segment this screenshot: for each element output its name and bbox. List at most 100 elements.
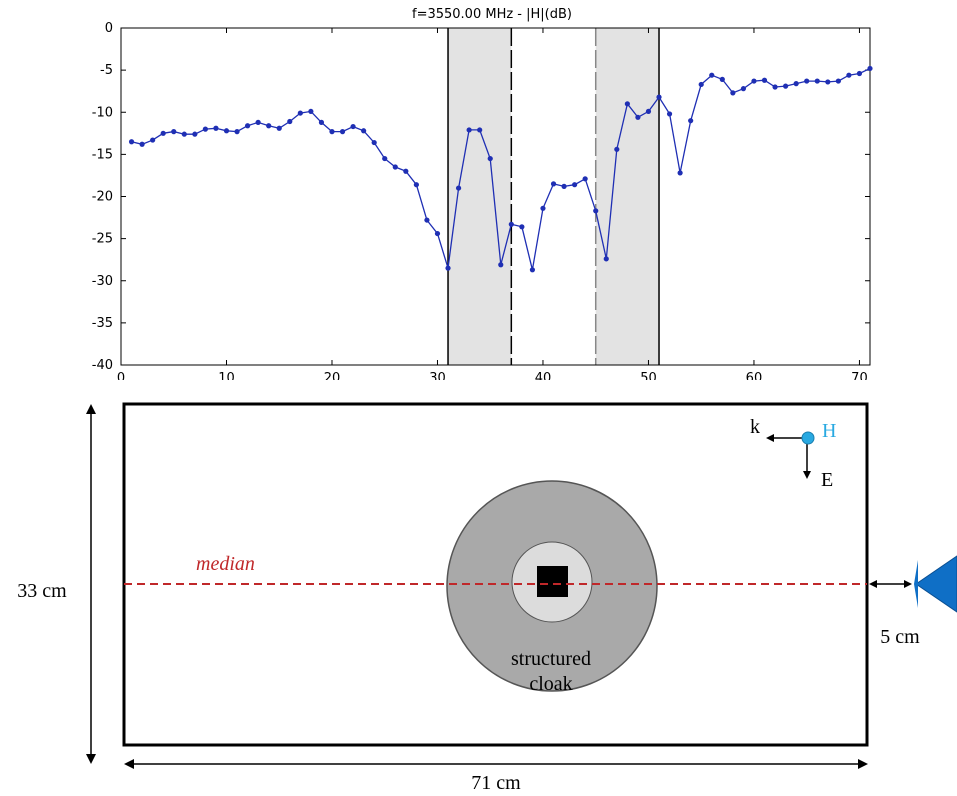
data-point [666,111,673,117]
data-point [434,230,441,237]
x-tick-label: 20 [324,371,341,380]
data-point [740,86,747,92]
width-arrow-left [124,759,134,769]
data-point [244,123,251,129]
x-tick-label: 30 [429,371,446,380]
data-point [392,164,398,170]
hidden-object [537,566,568,597]
cloak-label-line2: cloak [529,673,572,695]
data-point [814,78,820,84]
chart-title: f=3550.00 MHz - |H|(dB) [412,7,572,22]
data-point [719,76,725,82]
data-point [477,127,483,133]
data-point [350,123,356,130]
data-point [550,181,557,187]
x-tick-label: 70 [851,371,868,380]
data-point [128,139,135,145]
width-arrow-right [858,759,868,769]
data-point [867,65,873,72]
y-tick-label: -5 [100,63,113,78]
data-point [487,155,493,162]
data-point [751,78,757,84]
data-point [413,182,419,188]
setup-diagram: median structured cloak k E H 33 cm 71 c… [17,402,957,794]
data-point [361,128,367,134]
data-point [529,267,536,273]
data-point [783,83,789,89]
axis-ticks: 0 -5 -10 -15 -20 -25 -30 -35 -40 0 10 20 30 40 50 60 70 [92,21,870,380]
data-point [645,108,652,115]
gap-label: 5 cm [880,626,920,648]
data-point [804,78,810,84]
data-point [856,70,863,77]
data-point [171,129,177,135]
data-point [572,182,578,188]
y-tick-label: -30 [92,274,113,289]
h-label: H [822,420,836,442]
data-point [139,141,145,147]
x-tick-label: 40 [535,371,552,380]
width-label: 71 cm [471,772,521,794]
data-point [614,146,620,152]
data-point [466,127,472,133]
data-point [160,130,166,136]
data-point [223,128,230,134]
data-point [371,139,377,146]
x-tick-label: 60 [746,371,763,380]
e-arrowhead [803,471,811,479]
data-point [255,119,261,125]
y-tick-label: -35 [92,316,113,331]
y-tick-label: -15 [92,147,113,162]
data-point [656,94,662,100]
data-point [339,129,346,135]
data-point [424,217,430,223]
data-series [128,65,873,273]
data-point [266,123,272,129]
data-point [593,208,599,214]
shaded-regions [447,28,660,365]
data-point [835,78,841,84]
data-point [582,176,588,182]
data-point [761,77,768,83]
x-tick-label: 0 [117,371,125,380]
data-point [698,81,704,88]
data-point [287,118,293,125]
x-tick-label: 50 [640,371,657,380]
shaded-region [595,28,660,365]
data-point [603,256,609,262]
e-label: E [821,469,833,491]
data-point [455,185,462,191]
horn-source-icon [915,555,957,613]
data-point [688,118,694,124]
data-point [540,205,546,211]
data-point [624,101,630,107]
data-point [561,183,567,189]
data-point [297,110,303,116]
data-point [635,114,641,120]
x-tick-label: 10 [218,371,235,380]
data-point [508,221,514,227]
data-point [181,131,187,137]
data-point [329,129,335,135]
height-arrow-top [86,404,96,414]
data-point [498,262,504,268]
horn-source-tip [914,560,918,608]
y-tick-label: 0 [105,21,113,36]
data-point [276,125,282,131]
data-point [772,84,778,90]
data-point [519,224,525,230]
data-point [382,155,388,162]
median-label: median [196,553,255,575]
data-point [730,90,736,96]
data-point [445,265,451,271]
data-point [403,168,409,174]
data-point [846,72,852,78]
k-label: k [750,416,760,438]
data-point [213,125,219,131]
data-point [202,126,208,132]
data-point [677,170,683,176]
data-point [318,119,325,125]
y-tick-label: -20 [92,190,113,205]
h-field-dot [801,431,815,445]
data-point [234,129,240,135]
